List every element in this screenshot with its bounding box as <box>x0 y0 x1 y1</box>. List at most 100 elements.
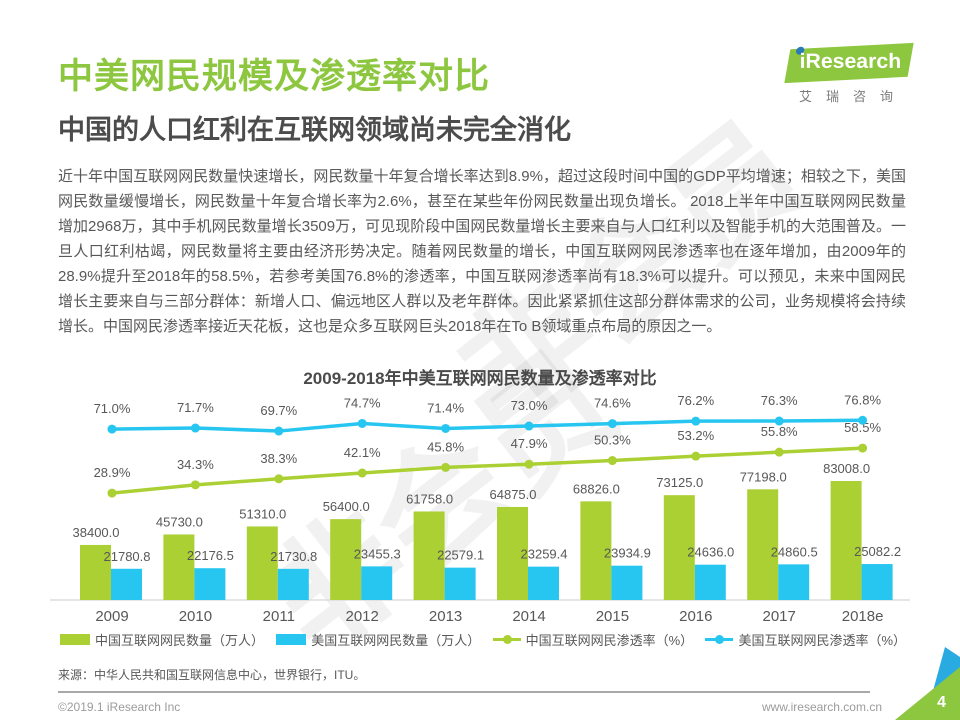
x-axis-tick-label: 2012 <box>346 608 379 625</box>
chart-title: 2009-2018年中美互联网网民数量及渗透率对比 <box>303 369 657 388</box>
bar-label-china: 51310.0 <box>239 506 286 521</box>
bar-us <box>111 568 142 600</box>
x-axis-tick-label: 2009 <box>95 608 128 625</box>
penetration-line <box>111 418 863 433</box>
line-point-label: 71.7% <box>177 400 214 415</box>
line-point-label: 45.8% <box>427 439 464 454</box>
page-subtitle: 中国的人口红利在互联网领域尚未完全消化 <box>58 115 571 145</box>
bar-china <box>497 506 528 600</box>
bar-china <box>663 495 695 600</box>
iresearch-logo: iResearch 艾瑞咨询 <box>784 42 915 105</box>
line-point-label: 76.3% <box>761 394 798 408</box>
line-point <box>357 418 367 428</box>
line-point-label: 73.0% <box>511 398 548 413</box>
legend-item-us-penetration: 美国互联网网民渗透率（%） <box>705 630 906 649</box>
bar-china <box>330 519 362 600</box>
line-point <box>691 416 701 426</box>
line-point <box>524 459 534 469</box>
line-point <box>274 474 284 484</box>
page-corner-decoration: 4 <box>885 635 960 720</box>
legend-item-china-users: 中国互联网网民数量（万人） <box>60 630 264 649</box>
bar-swatch-green-icon <box>60 634 90 645</box>
bar-us <box>861 564 893 600</box>
bar-china <box>413 511 445 600</box>
line-point-label: 69.7% <box>260 403 297 418</box>
bar-label-us: 22176.5 <box>187 548 234 563</box>
footer-divider <box>58 691 870 693</box>
bar-china <box>80 544 111 600</box>
line-point <box>774 416 784 426</box>
line-point-label: 34.3% <box>177 457 214 472</box>
legend-label: 美国互联网网民数量（万人） <box>311 633 481 648</box>
bar-us <box>528 566 559 600</box>
bar-label-china: 56400.0 <box>323 499 370 514</box>
bar-china <box>163 534 195 600</box>
bar-label-us: 21780.8 <box>104 549 151 564</box>
bar-us <box>611 565 643 600</box>
bar-china <box>580 501 612 600</box>
logo-brand-text: iResearch <box>799 50 902 73</box>
line-point <box>107 424 117 434</box>
bar-label-us: 21730.8 <box>270 549 317 564</box>
x-axis-tick-label: 2014 <box>512 608 545 625</box>
line-point <box>858 443 868 453</box>
bar-label-us: 25082.2 <box>854 544 901 559</box>
line-point-label: 42.1% <box>344 445 381 460</box>
bar-label-us: 22579.1 <box>437 548 484 563</box>
body-paragraph: 近十年中国互联网网民数量快速增长，网民数量十年复合增长率达到8.9%，超过这段时… <box>58 168 906 335</box>
line-point-label: 53.2% <box>677 428 714 443</box>
page-number: 4 <box>937 694 946 711</box>
source-note: 来源：中华人民共和国互联网信息中心，世界银行，ITU。 <box>58 668 366 682</box>
legend-label: 中国互联网网民数量（万人） <box>95 633 265 648</box>
footer-copyright: ©2019.1 iResearch Inc <box>58 700 181 714</box>
line-point <box>607 419 617 429</box>
bar-label-us: 24860.5 <box>771 544 818 559</box>
line-point-label: 71.4% <box>427 400 464 415</box>
line-point <box>774 447 784 457</box>
line-point-label: 50.3% <box>594 433 631 448</box>
bar-us <box>194 568 226 600</box>
line-point <box>607 456 617 466</box>
line-point-label: 55.8% <box>761 424 798 439</box>
legend-label: 中国互联网网民渗透率（%） <box>525 633 694 648</box>
legend-item-china-penetration: 中国互联网网民渗透率（%） <box>492 630 694 649</box>
x-axis-tick-label: 2016 <box>679 608 712 625</box>
x-axis-tick-label: 2013 <box>429 608 462 625</box>
line-point <box>357 468 367 478</box>
footer-website-link[interactable]: www.iresearch.com.cn <box>761 700 882 714</box>
corner-triangles-icon <box>895 647 960 720</box>
x-axis-tick-label: 2018e <box>842 608 884 625</box>
logo-parallelogram: iResearch <box>784 42 915 84</box>
bar-label-us: 23259.4 <box>521 547 568 562</box>
line-point-label: 38.3% <box>260 451 297 466</box>
penetration-line <box>111 446 863 495</box>
bar-china <box>246 526 278 600</box>
bar-us <box>778 564 810 600</box>
combo-chart: 38400.0 21780.8 2009 45730.0 22176.5 2010 5131… <box>50 392 910 632</box>
line-point <box>441 462 451 472</box>
bar-us <box>444 567 476 600</box>
line-point <box>524 421 534 431</box>
line-point-label: 76.2% <box>677 394 714 408</box>
legend-item-us-users: 美国互联网网民数量（万人） <box>276 630 480 649</box>
bar-label-us: 23934.9 <box>604 546 651 561</box>
bar-label-china: 45730.0 <box>156 514 203 529</box>
bar-label-china: 38400.0 <box>73 525 120 540</box>
x-axis-tick-label: 2017 <box>763 608 796 625</box>
line-swatch-blue-icon <box>705 635 734 644</box>
x-axis-tick-label: 2011 <box>263 608 295 625</box>
line-point-label: 74.7% <box>344 395 381 410</box>
x-axis-tick-label: 2010 <box>179 608 212 625</box>
line-point <box>274 426 284 436</box>
bar-china <box>747 489 779 600</box>
bar-label-china: 73125.0 <box>656 475 703 490</box>
page-title: 中美网民规模及渗透率对比 <box>58 57 491 96</box>
bar-us <box>277 568 309 600</box>
bar-us <box>694 564 726 600</box>
line-point <box>190 480 200 490</box>
line-swatch-green-icon <box>492 635 521 644</box>
line-point-label: 47.9% <box>511 436 548 451</box>
logo-brand-cn: 艾瑞咨询 <box>798 89 907 104</box>
line-point-label: 74.6% <box>594 396 631 411</box>
